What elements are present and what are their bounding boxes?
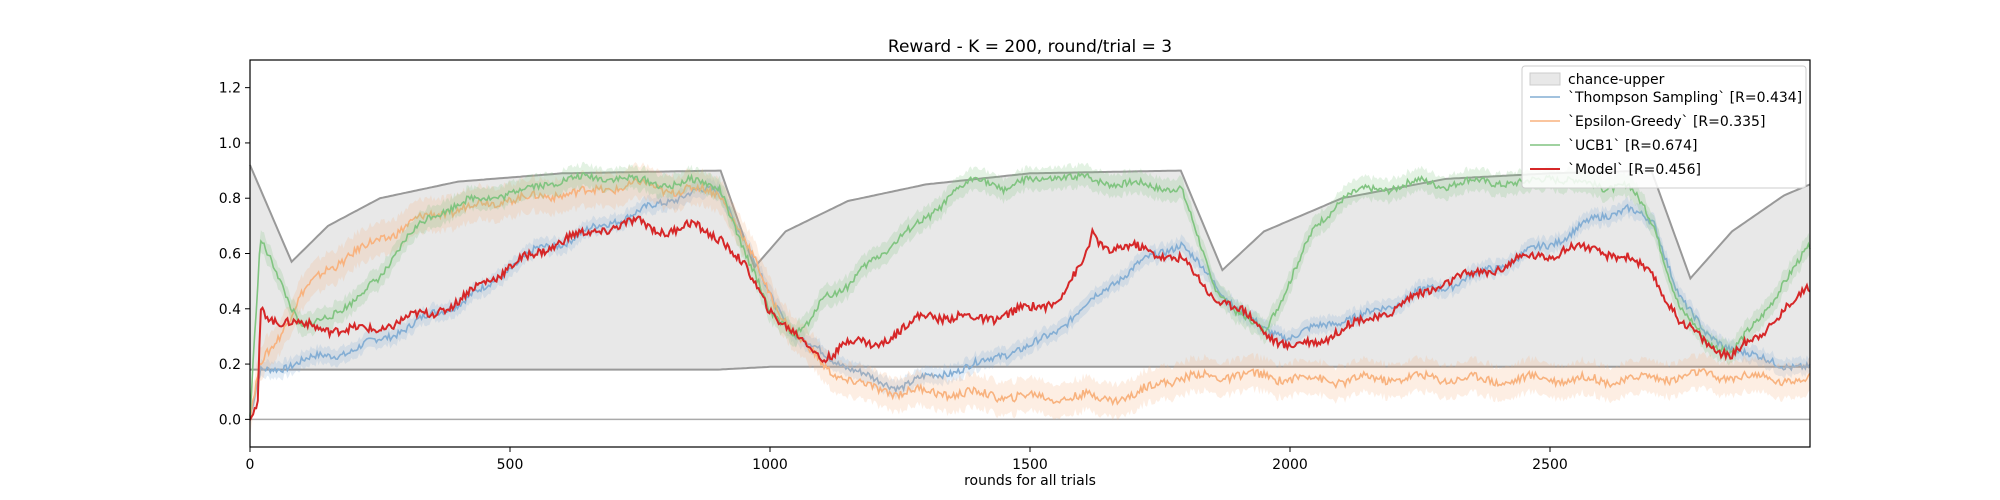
y-tick-label: 0.2 (219, 357, 241, 373)
y-tick-label: 1.2 (219, 81, 241, 97)
y-tick-label: 0.8 (219, 191, 241, 207)
legend-label-3: `Model` [R=0.456] (1568, 162, 1701, 178)
x-tick-label: 500 (497, 457, 524, 473)
legend-label-1: `Epsilon-Greedy` [R=0.335] (1568, 114, 1765, 130)
y-axis: 0.0 0.2 0.4 0.6 0.8 1.0 1.2 (219, 81, 250, 428)
legend-label-0: `Thompson Sampling` [R=0.434] (1568, 90, 1802, 106)
chance-lower-edge (250, 365, 1810, 371)
legend-swatch-chance-upper (1529, 72, 1561, 86)
series-band-epsilon-greedy-r-0-335 (250, 162, 1810, 437)
legend-label-2: `UCB1` [R=0.674] (1568, 138, 1697, 154)
y-tick-label: 0.6 (219, 247, 241, 263)
series-line-model-r-0-456 (249, 215, 1811, 421)
y-tick-label: 0.4 (219, 302, 241, 318)
x-tick-label: 2500 (1532, 457, 1568, 473)
chart-title: Reward - K = 200, round/trial = 3 (888, 37, 1172, 57)
series-line-epsilon-greedy-r-0-335 (249, 177, 1811, 421)
x-tick-label: 0 (246, 457, 255, 473)
y-tick-label: 1.0 (219, 136, 241, 152)
x-tick-label: 1500 (1012, 457, 1048, 473)
y-tick-label: 0.0 (219, 412, 241, 428)
x-axis: 0 500 1000 1500 2000 2500 (246, 447, 1568, 473)
legend: chance-upper `Thompson Sampling` [R=0.434… (1521, 65, 1807, 189)
legend-box (1521, 65, 1807, 189)
x-axis-label: rounds for all trials (964, 473, 1096, 489)
x-tick-label: 1000 (752, 457, 788, 473)
x-tick-label: 2000 (1272, 457, 1308, 473)
legend-label-chance-upper: chance-upper (1568, 72, 1665, 88)
series-line-thompson-sampling-r-0-434 (249, 184, 1811, 418)
